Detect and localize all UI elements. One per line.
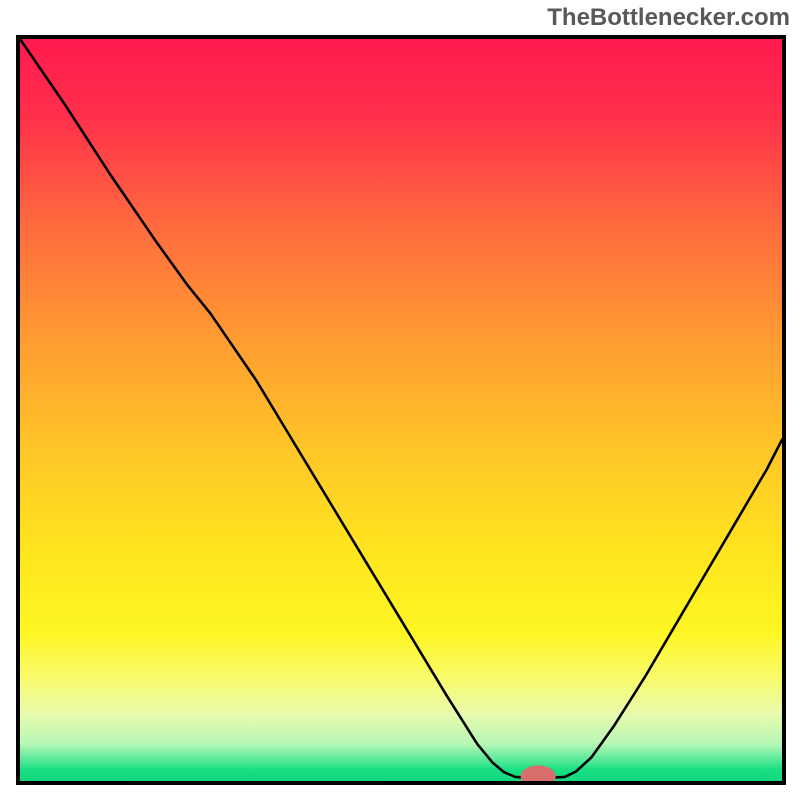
plot-area — [16, 35, 786, 785]
bottleneck-curve — [20, 39, 782, 778]
chart-container: TheBottlenecker.com — [0, 0, 800, 800]
curve-layer — [20, 39, 782, 781]
optimal-marker — [521, 765, 556, 781]
watermark-text: TheBottlenecker.com — [547, 4, 790, 32]
